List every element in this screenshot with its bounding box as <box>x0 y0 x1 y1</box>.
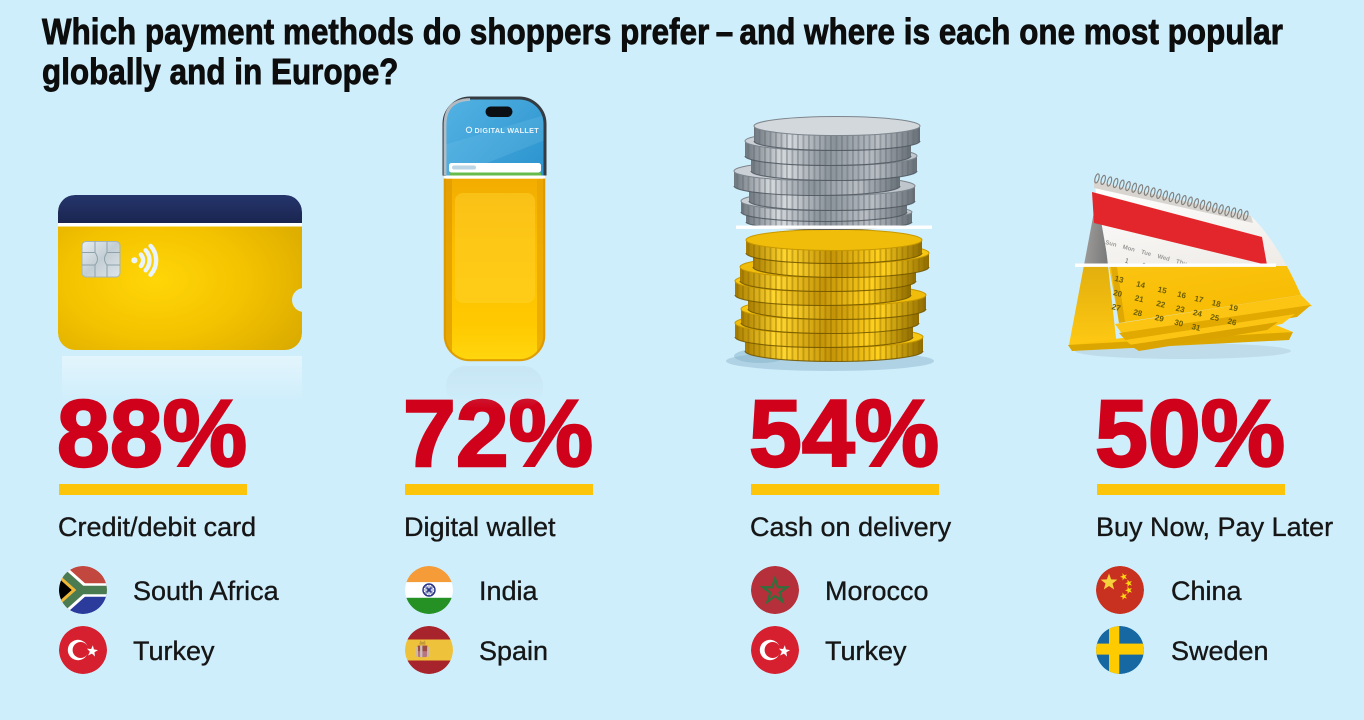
svg-text:DIGITAL WALLET: DIGITAL WALLET <box>475 126 540 135</box>
